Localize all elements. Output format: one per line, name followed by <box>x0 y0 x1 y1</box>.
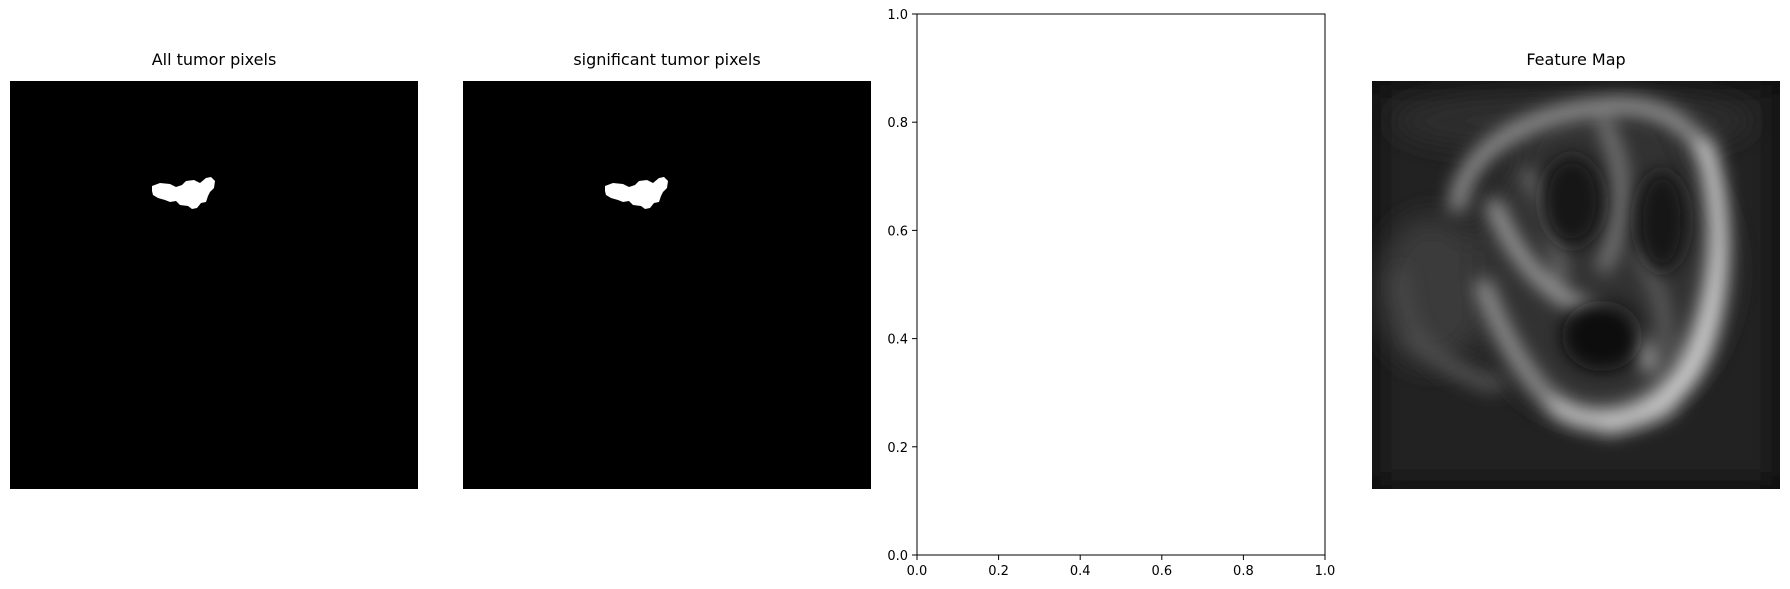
feature-map-image <box>1372 81 1780 489</box>
x-tick-label: 0.8 <box>1233 564 1254 579</box>
tumor-mask-2 <box>463 81 871 489</box>
tumor-blob-2 <box>605 177 668 209</box>
y-tick-label: 0.2 <box>887 441 908 456</box>
y-tick-label: 0.4 <box>887 333 908 348</box>
panel-4-title: Feature Map <box>1526 50 1626 69</box>
feature-map-svg <box>1372 81 1780 489</box>
empty-plot-axes: 0.0 0.2 0.4 0.6 0.8 1.0 0.0 0.2 0.4 0.6 0.8 1.0 <box>887 8 1335 579</box>
panel-2-title: significant tumor pixels <box>573 50 761 69</box>
x-tick-label: 0.2 <box>988 564 1009 579</box>
x-tick-label: 1.0 <box>1315 564 1336 579</box>
y-tick-label: 0.0 <box>887 549 908 564</box>
y-tick-label: 0.8 <box>887 116 908 131</box>
empty-plot-svg: 0.0 0.2 0.4 0.6 0.8 1.0 0.0 0.2 0.4 0.6 0.8 1.0 <box>887 8 1335 579</box>
tumor-mask-1 <box>10 81 418 489</box>
y-tick-label: 0.6 <box>887 224 908 239</box>
panel-1-title: All tumor pixels <box>151 50 277 69</box>
tumor-blob-1 <box>152 177 215 209</box>
x-tick-label: 0.0 <box>907 564 928 579</box>
feature-map-dark-regions <box>1542 156 1687 371</box>
axes-frame <box>916 13 1326 556</box>
y-tick-label: 1.0 <box>887 8 908 23</box>
significant-tumor-pixels-image <box>463 81 871 489</box>
x-tick-label: 0.4 <box>1070 564 1091 579</box>
all-tumor-pixels-image <box>10 81 418 489</box>
x-tick-label: 0.6 <box>1151 564 1172 579</box>
